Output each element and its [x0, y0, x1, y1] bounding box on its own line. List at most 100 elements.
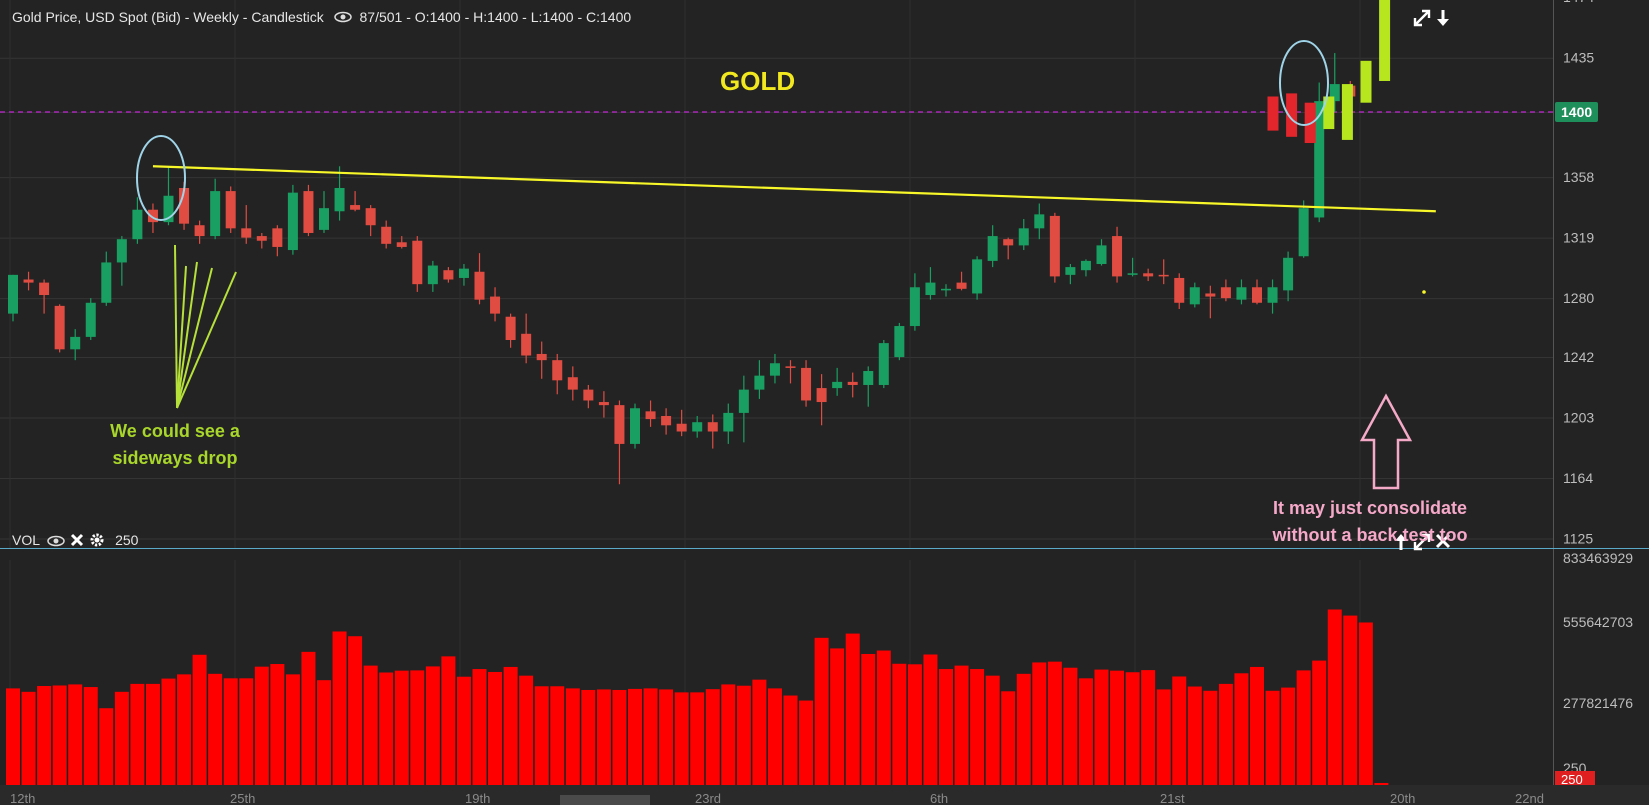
- volume-bar: [876, 650, 891, 785]
- volume-bar: [907, 664, 922, 785]
- volume-bar: [410, 670, 425, 785]
- sideways-drop-note: We could see a sideways drop: [100, 418, 250, 472]
- time-axis-bg: [0, 785, 1649, 805]
- volume-bar: [503, 666, 518, 785]
- candle: [676, 409, 687, 437]
- remove-indicator-icon[interactable]: [69, 532, 85, 551]
- volume-bar: [1063, 667, 1078, 785]
- candle-body: [972, 259, 983, 294]
- volume-bar: [581, 689, 596, 785]
- price-tick-label: 1474: [1563, 0, 1594, 5]
- up-arrow-outline: [1359, 393, 1413, 490]
- candle-body: [39, 282, 50, 296]
- candle: [847, 372, 858, 398]
- candle-body: [707, 422, 718, 432]
- candle: [925, 267, 936, 300]
- volume-bar: [830, 648, 845, 785]
- candle: [396, 236, 407, 249]
- price-tick-label: 1319: [1563, 230, 1594, 246]
- candle: [1158, 259, 1169, 285]
- volume-bar: [1032, 662, 1047, 785]
- volume-bar: [332, 631, 347, 785]
- ohlc-readout: - O:1400 - H:1400 - L:1400 - C:1400: [406, 9, 632, 25]
- volume-bar: [68, 684, 83, 785]
- candle: [909, 273, 920, 331]
- candle: [101, 251, 112, 306]
- candle-body: [85, 302, 96, 337]
- candle: [1189, 282, 1200, 308]
- current-volume-label: 250: [1561, 772, 1583, 787]
- volume-bar: [208, 673, 223, 785]
- candle-body: [925, 282, 936, 296]
- candle-body: [1034, 214, 1045, 229]
- candle: [225, 186, 236, 233]
- candle-body: [598, 402, 609, 406]
- candle-body: [645, 411, 656, 420]
- volume-bar: [1218, 683, 1233, 785]
- volume-bar: [285, 674, 300, 785]
- gear-icon[interactable]: [89, 532, 105, 551]
- candle: [1065, 263, 1076, 285]
- candle-body: [319, 208, 329, 230]
- volume-bar: [628, 688, 642, 785]
- sideways-note-line-2: sideways drop: [112, 448, 238, 468]
- candle: [878, 339, 889, 389]
- consolidate-note: It may just consolidate without a back t…: [1264, 495, 1476, 549]
- volume-bar: [1358, 622, 1373, 785]
- candle-body: [692, 422, 703, 432]
- candle-body: [490, 296, 501, 314]
- eye-icon[interactable]: [333, 10, 352, 26]
- current-volume-tag: [1555, 771, 1595, 787]
- volume-bar: [177, 674, 192, 785]
- candle: [1096, 239, 1107, 266]
- candle: [801, 360, 812, 407]
- price-tick-label: 1280: [1563, 290, 1594, 306]
- candle-body: [1174, 277, 1185, 303]
- price-pane-header: Gold Price, USD Spot (Bid) - Weekly - Ca…: [12, 9, 631, 26]
- move-pane-up-icon[interactable]: [1392, 532, 1410, 557]
- projection-bar: [1360, 60, 1372, 103]
- candle: [598, 391, 609, 418]
- volume-bar: [690, 692, 705, 785]
- volume-bar: [954, 665, 969, 785]
- candle: [474, 253, 485, 305]
- move-pane-down-icon[interactable]: [1434, 8, 1452, 33]
- candle: [785, 360, 796, 384]
- volume-bar: [301, 651, 316, 785]
- time-axis-label: 6th: [930, 791, 948, 805]
- candle: [1314, 82, 1325, 223]
- consolidate-note-line-1: It may just consolidate: [1272, 498, 1468, 518]
- candle: [1267, 279, 1278, 314]
- volume-bar: [239, 678, 254, 785]
- candle-body: [1252, 287, 1262, 303]
- candle: [1174, 273, 1185, 309]
- candle-body: [909, 287, 920, 327]
- candle-body: [1189, 287, 1200, 305]
- candle-body: [1158, 274, 1169, 277]
- volume-eye-icon[interactable]: [47, 534, 66, 550]
- candle-body: [1003, 239, 1014, 246]
- volume-bar: [130, 683, 145, 785]
- candle-body: [536, 353, 547, 361]
- volume-bar: [1016, 673, 1031, 785]
- volume-expand-icon[interactable]: [1412, 532, 1432, 557]
- time-axis-label: 12th: [10, 791, 35, 805]
- candle-body: [458, 268, 469, 278]
- candle-body: [8, 274, 18, 314]
- candle: [1143, 268, 1154, 282]
- time-axis-label: 22nd: [1515, 791, 1544, 805]
- expand-icon[interactable]: [1412, 8, 1432, 33]
- time-axis-label: 25th: [230, 791, 255, 805]
- candle: [1236, 279, 1247, 305]
- candle-body: [116, 239, 127, 263]
- volume-bar: [1265, 690, 1280, 785]
- close-pane-icon[interactable]: [1434, 532, 1452, 555]
- volume-bar: [456, 676, 471, 785]
- candle: [132, 197, 143, 244]
- candle: [1003, 237, 1014, 260]
- volume-bar: [674, 692, 689, 785]
- volume-bar: [1187, 686, 1202, 785]
- candle-body: [1018, 228, 1029, 246]
- volume-bar: [1125, 672, 1140, 785]
